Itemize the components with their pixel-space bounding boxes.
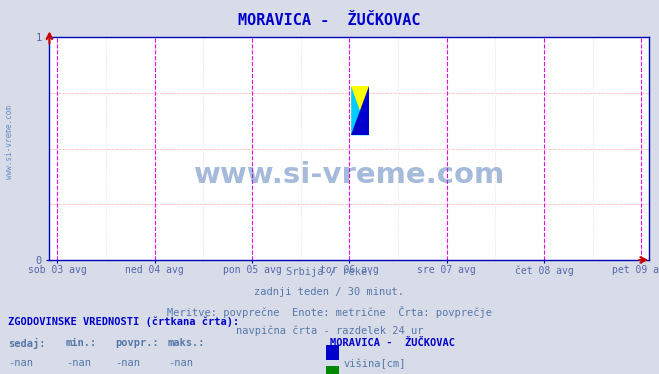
Text: MORAVICA -  ŽUČKOVAC: MORAVICA - ŽUČKOVAC xyxy=(330,338,455,348)
Text: www.si-vreme.com: www.si-vreme.com xyxy=(5,105,14,179)
Text: višina[cm]: višina[cm] xyxy=(344,358,407,369)
Text: -nan: -nan xyxy=(168,358,193,368)
Text: min.:: min.: xyxy=(66,338,97,348)
Text: Meritve: povprečne  Enote: metrične  Črta: povprečje: Meritve: povprečne Enote: metrične Črta:… xyxy=(167,306,492,318)
Text: zadnji teden / 30 minut.: zadnji teden / 30 minut. xyxy=(254,287,405,297)
Text: -nan: -nan xyxy=(8,358,33,368)
Polygon shape xyxy=(351,86,369,135)
Text: Srbija / reke.: Srbija / reke. xyxy=(286,267,373,278)
Text: ZGODOVINSKE VREDNOSTI (črtkana črta):: ZGODOVINSKE VREDNOSTI (črtkana črta): xyxy=(8,316,239,327)
Text: navpična črta - razdelek 24 ur: navpična črta - razdelek 24 ur xyxy=(236,326,423,336)
Text: MORAVICA -  ŽUČKOVAC: MORAVICA - ŽUČKOVAC xyxy=(239,13,420,28)
Bar xyxy=(351,86,369,135)
Text: povpr.:: povpr.: xyxy=(115,338,159,348)
Text: -nan: -nan xyxy=(115,358,140,368)
Text: www.si-vreme.com: www.si-vreme.com xyxy=(194,161,505,189)
Text: sedaj:: sedaj: xyxy=(8,338,45,349)
Text: -nan: -nan xyxy=(66,358,91,368)
Polygon shape xyxy=(351,86,369,135)
Text: maks.:: maks.: xyxy=(168,338,206,348)
